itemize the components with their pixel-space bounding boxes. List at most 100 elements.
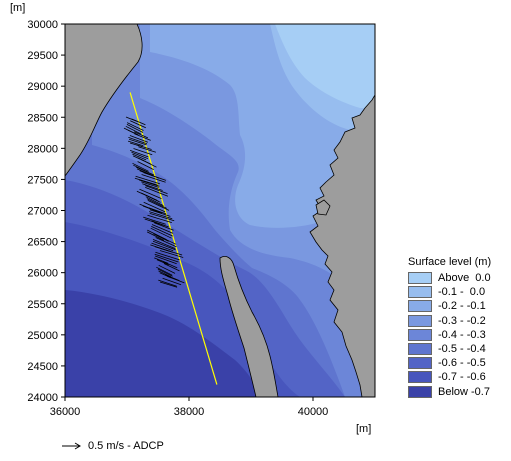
x-tick-label: 40000 [298, 406, 329, 418]
adcp-vector [142, 183, 163, 191]
adcp-vector [134, 177, 158, 186]
adcp-vector [154, 255, 177, 265]
y-tick-label: 27000 [27, 206, 58, 218]
y-tick-label: 26500 [27, 237, 58, 249]
x-unit-label: [m] [356, 423, 371, 435]
legend-entry: -0.4 - -0.3 [408, 328, 508, 342]
adcp-vector [158, 279, 177, 287]
adcp-vector [133, 148, 153, 156]
adcp-vector [134, 133, 151, 141]
x-tick-label: 36000 [50, 406, 81, 418]
adcp-vector [158, 264, 176, 274]
adcp-vector [141, 174, 166, 183]
y-tick-label: 27500 [27, 174, 58, 186]
adcp-vector [152, 239, 176, 249]
adcp-vector [148, 211, 173, 220]
y-tick-label: 30000 [27, 19, 58, 31]
legend-swatch [408, 314, 432, 327]
legend-entry: -0.2 - -0.1 [408, 299, 508, 313]
legend-entry: Below -0.7 [408, 385, 508, 399]
adcp-vector [153, 222, 174, 231]
legend-swatch [408, 343, 432, 356]
adcp-vector [156, 266, 173, 276]
adcp-vector [145, 194, 161, 203]
legend-label: -0.5 - -0.4 [438, 343, 486, 356]
adcp-vector [160, 248, 183, 256]
adcp-vector [136, 144, 152, 150]
adcp-vector [151, 242, 174, 252]
band-above-0.0 [275, 24, 375, 108]
y-tick-label: 25000 [27, 330, 58, 342]
legend-swatch [408, 300, 432, 313]
adcp-vector [156, 259, 169, 266]
adcp-vector [132, 153, 147, 161]
adcp-vector [164, 274, 180, 281]
legend-swatch [408, 272, 432, 285]
adcp-vector [126, 122, 144, 131]
adcp-vector [150, 227, 172, 239]
land-northwest [65, 24, 143, 177]
y-unit-label: [m] [10, 2, 25, 14]
adcp-vector [138, 179, 160, 187]
adcp-vector [149, 209, 171, 217]
arrow-right-icon [62, 442, 81, 450]
y-tick-label: 29500 [27, 50, 58, 62]
adcp-vector [139, 188, 162, 199]
land-spit [219, 256, 279, 397]
adcp-vector [125, 125, 141, 135]
adcp-vector [167, 276, 185, 284]
adcp-vector [142, 205, 163, 214]
island-east [315, 199, 331, 216]
adcp-vector [155, 237, 177, 248]
adcp-vector [137, 161, 154, 170]
adcp-scale-reference: 0.5 m/s - ADCP [62, 440, 164, 452]
legend-swatch [408, 328, 432, 341]
legend-label: -0.4 - -0.3 [438, 328, 486, 341]
adcp-vector [163, 261, 178, 269]
adcp-vector [163, 263, 180, 272]
legend-entry: -0.5 - -0.4 [408, 342, 508, 356]
adcp-vector [138, 146, 157, 153]
adcp-vector [145, 187, 169, 197]
adcp-vector [159, 281, 178, 288]
y-tick-label: 29000 [27, 81, 58, 93]
adcp-vector [143, 216, 166, 225]
adcp-vector [135, 175, 160, 185]
legend-entry: -0.7 - -0.6 [408, 370, 508, 384]
adcp-vector [131, 151, 149, 159]
adcp-vector [141, 181, 160, 188]
legend-swatch [408, 371, 432, 384]
adcp-vector [126, 124, 144, 133]
adcp-vector [128, 138, 147, 146]
adcp-vector [146, 198, 167, 209]
adcp-vector [145, 196, 164, 206]
legend-entry: -0.6 - -0.5 [408, 356, 508, 370]
adcp-vector [157, 235, 177, 245]
land-east [309, 94, 375, 397]
adcp-vector [157, 268, 173, 277]
y-tick-label: 28500 [27, 112, 58, 124]
y-tick-label: 26000 [27, 268, 58, 280]
legend-label: Below -0.7 [438, 385, 490, 398]
adcp-vector [131, 118, 146, 126]
legend-entry: Above 0.0 [408, 271, 508, 285]
adcp-scale-label: 0.5 m/s - ADCP [88, 440, 164, 452]
legend-entry: -0.3 - -0.2 [408, 314, 508, 328]
legend-label: -0.3 - -0.2 [438, 314, 486, 327]
adcp-vector [149, 213, 175, 222]
adcp-vector [143, 172, 167, 181]
y-tick-label: 28000 [27, 143, 58, 155]
legend-label: -0.6 - -0.5 [438, 357, 486, 370]
adcp-vector [148, 207, 167, 215]
adcp-vector [151, 224, 174, 234]
legend: Surface level (m) Above 0.0 -0.1 - 0.0 -0.… [408, 256, 508, 399]
legend-title: Surface level (m) [408, 256, 492, 268]
adcp-vector [129, 150, 149, 158]
adcp-vector [135, 166, 155, 176]
adcp-vector [147, 214, 172, 223]
adcp-vector [162, 277, 182, 286]
y-tick-label: 25500 [27, 299, 58, 311]
adcp-vector [147, 200, 170, 211]
adcp-vector [141, 159, 157, 168]
